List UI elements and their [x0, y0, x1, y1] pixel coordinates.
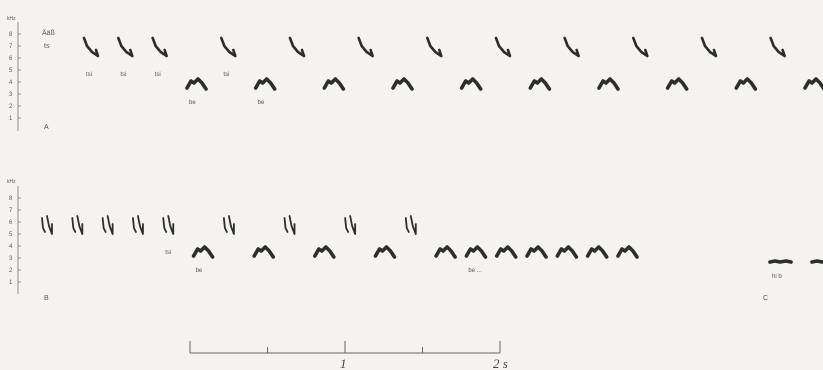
panel-a-syllable-18-arch: [665, 77, 689, 91]
panel-a-syllable-7-down: [288, 36, 306, 58]
panel-a-syllable-22-arch: [803, 77, 823, 91]
panel-b-frequency-axis: kHz 8 7 6 5 4 3 2 1 B: [7, 179, 49, 302]
panel-b-syllable-20-arch: [616, 245, 639, 259]
panel-b-syllable-4-double: [132, 215, 144, 235]
panel-b-label: B: [44, 295, 49, 302]
panel-b-syllable-18-arch: [555, 245, 579, 259]
time-scale-label-2s: 2 s: [493, 356, 508, 370]
panel-b-syllable-17-arch: [525, 245, 548, 259]
panel-c-syllable-1-flat: [768, 259, 793, 264]
panel-b-syllable-15-arch: [464, 245, 488, 259]
panel-a-syllable-14-arch: [528, 77, 552, 91]
panel-a-tick-label-3: 3: [9, 92, 13, 98]
panel-a-tick-label-5: 5: [9, 68, 13, 74]
panel-a-tick-label-2: 2: [9, 104, 13, 110]
panel-a-syllable-12-arch: [459, 77, 483, 91]
panel-b-unit-label: kHz: [7, 179, 16, 185]
panel-b-syllable-13-double: [404, 215, 417, 235]
panel-a-syllable-2-down: [117, 36, 134, 58]
panel-b-syllable-10-arch: [313, 245, 336, 259]
panel-a-frequency-axis: kHz 8 7 6 5 4 3 2 1 Ääß ts A: [7, 16, 55, 131]
panel-b-syllable-3-double: [101, 215, 114, 235]
panel-a-tick-label-1: 1: [9, 116, 13, 122]
panel-b-syllable-9-double: [283, 215, 296, 235]
panel-a-syllable-6-arch: [253, 77, 277, 91]
panel-a-syllable-1-label: tsi: [86, 72, 92, 78]
panel-b-tick-label-4: 4: [9, 244, 13, 250]
panel-b-syllable-16-arch: [494, 245, 518, 259]
panel-a-syllable-1-down: [82, 36, 100, 58]
panel-a-syllable-17-down: [632, 36, 649, 58]
panel-a-syllable-11-down: [426, 36, 443, 58]
panel-a-syllable-20-arch: [734, 77, 758, 91]
panel-c-syllable-2-flat: [810, 259, 823, 264]
panel-a-syllable-2-label: tsi: [120, 72, 126, 78]
panel-b-tick-label-8: 8: [9, 196, 13, 202]
panel-a-syllable-6-label: be: [258, 100, 265, 106]
panel-a-header-top: Ääß: [42, 29, 55, 37]
panel-b-tick-label-2: 2: [9, 268, 13, 274]
panel-b-tick-label-1: 1: [9, 280, 13, 286]
panel-b-syllable-6-label: be: [196, 268, 203, 274]
panel-a-syllable-5-label: tsi: [223, 72, 229, 78]
panel-b-syllable-2-double: [71, 215, 84, 235]
panel-a-tick-label-6: 6: [9, 56, 13, 62]
panel-a-tick-label-8: 8: [9, 32, 13, 38]
panel-a-unit-label: kHz: [7, 16, 16, 22]
panel-b-syllable-14-arch: [434, 245, 457, 259]
panel-a-syllable-5-down: [220, 36, 237, 58]
panel-b-tick-label-5: 5: [9, 232, 13, 238]
panel-c-syllable-1-label: hi b: [772, 274, 782, 280]
panel-a-syllable-9-down: [357, 36, 374, 58]
panel-b-syllable-1-double: [41, 215, 53, 235]
panel-a-syllable-19-down: [700, 36, 718, 58]
panel-b-tick-label-7: 7: [9, 208, 13, 214]
panel-b-syllable-11-double: [344, 215, 357, 235]
panel-b-tick-label-3: 3: [9, 256, 13, 262]
panel-a-tick-label-4: 4: [9, 80, 13, 86]
panel-a-syllable-10-arch: [391, 77, 414, 91]
time-scale-label-1s: 1: [340, 356, 347, 370]
panel-b-syllable-6-arch: [191, 245, 215, 259]
panel-b-syllables: tsi be be ...: [41, 215, 639, 274]
panel-b-tick-label-6: 6: [9, 220, 13, 226]
panel-b-syllable-5-double: [162, 215, 175, 235]
panel-a-syllables: tsi tsi tsi be tsi be: [82, 36, 823, 106]
panel-b-syllable-7-double: [222, 215, 235, 235]
panel-a-syllable-15-down: [563, 36, 580, 58]
panel-b-syllable-5-label: tsi: [165, 250, 171, 256]
panel-c-syllables: hi b: [768, 259, 823, 280]
panel-c-label: C: [763, 295, 768, 302]
panel-a-syllable-8-arch: [322, 77, 346, 91]
panel-a-syllable-3-down: [151, 36, 168, 58]
panel-a-header-sub: ts: [44, 43, 50, 50]
panel-a-tick-label-7: 7: [9, 44, 13, 50]
panel-b-syllable-19-arch: [585, 245, 609, 259]
panel-b-syllable-15-label: be ...: [468, 268, 482, 274]
panel-a-syllable-4-label: be: [189, 100, 196, 106]
panel-a-syllable-3-label: tsi: [155, 72, 161, 78]
panel-a-syllable-21-down: [769, 36, 786, 58]
panel-a-syllable-13-down: [494, 36, 512, 58]
panel-a-syllable-16-arch: [597, 77, 620, 91]
panel-b-syllable-12-arch: [373, 245, 397, 259]
time-scale-bar: 1 2 s: [189, 341, 508, 370]
panel-b-syllable-8-arch: [252, 245, 276, 259]
panel-a-label: A: [44, 124, 49, 131]
panel-a-syllable-4-arch: [185, 77, 208, 91]
